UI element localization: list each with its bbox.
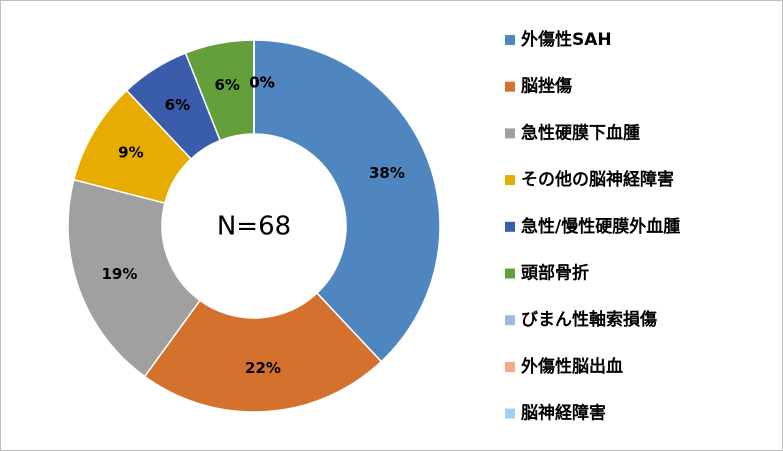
value-label: 0% [249, 74, 274, 92]
value-label: 38% [369, 164, 405, 182]
center-annotation: N=68 [217, 212, 291, 242]
donut-slice [253, 39, 441, 363]
legend-swatch [505, 35, 515, 45]
donut-slice [143, 292, 383, 413]
legend-swatch [505, 128, 515, 139]
donut-slice [67, 178, 201, 378]
legend-label: 頭部骨折 [521, 263, 589, 284]
legend-label: 急性硬膜下血腫 [521, 122, 640, 143]
legend-label: びまん性軸索損傷 [521, 309, 657, 330]
value-label: 22% [245, 359, 281, 377]
legend-label: 脳神経障害 [521, 403, 606, 424]
value-label: 6% [214, 76, 239, 94]
legend-label: 脳挫傷 [521, 76, 572, 97]
value-label: 0% [249, 74, 274, 92]
legend-swatch [505, 361, 515, 372]
value-label: 0% [249, 74, 274, 92]
legend-swatch [505, 81, 515, 92]
legend-swatch [505, 175, 515, 186]
legend-swatch [505, 268, 515, 279]
legend-swatch [505, 408, 515, 419]
legend-label: 外傷性SAH [521, 29, 612, 50]
value-label: 9% [118, 144, 143, 162]
legend-label: 急性/慢性硬膜外血腫 [521, 216, 680, 237]
value-label: 19% [102, 265, 138, 283]
legend-label: 外傷性脳出血 [521, 356, 623, 377]
legend-swatch [505, 221, 515, 232]
value-label: 6% [165, 96, 190, 114]
legend-swatch [505, 315, 515, 326]
legend-label: その他の脳神経障害 [521, 169, 674, 190]
